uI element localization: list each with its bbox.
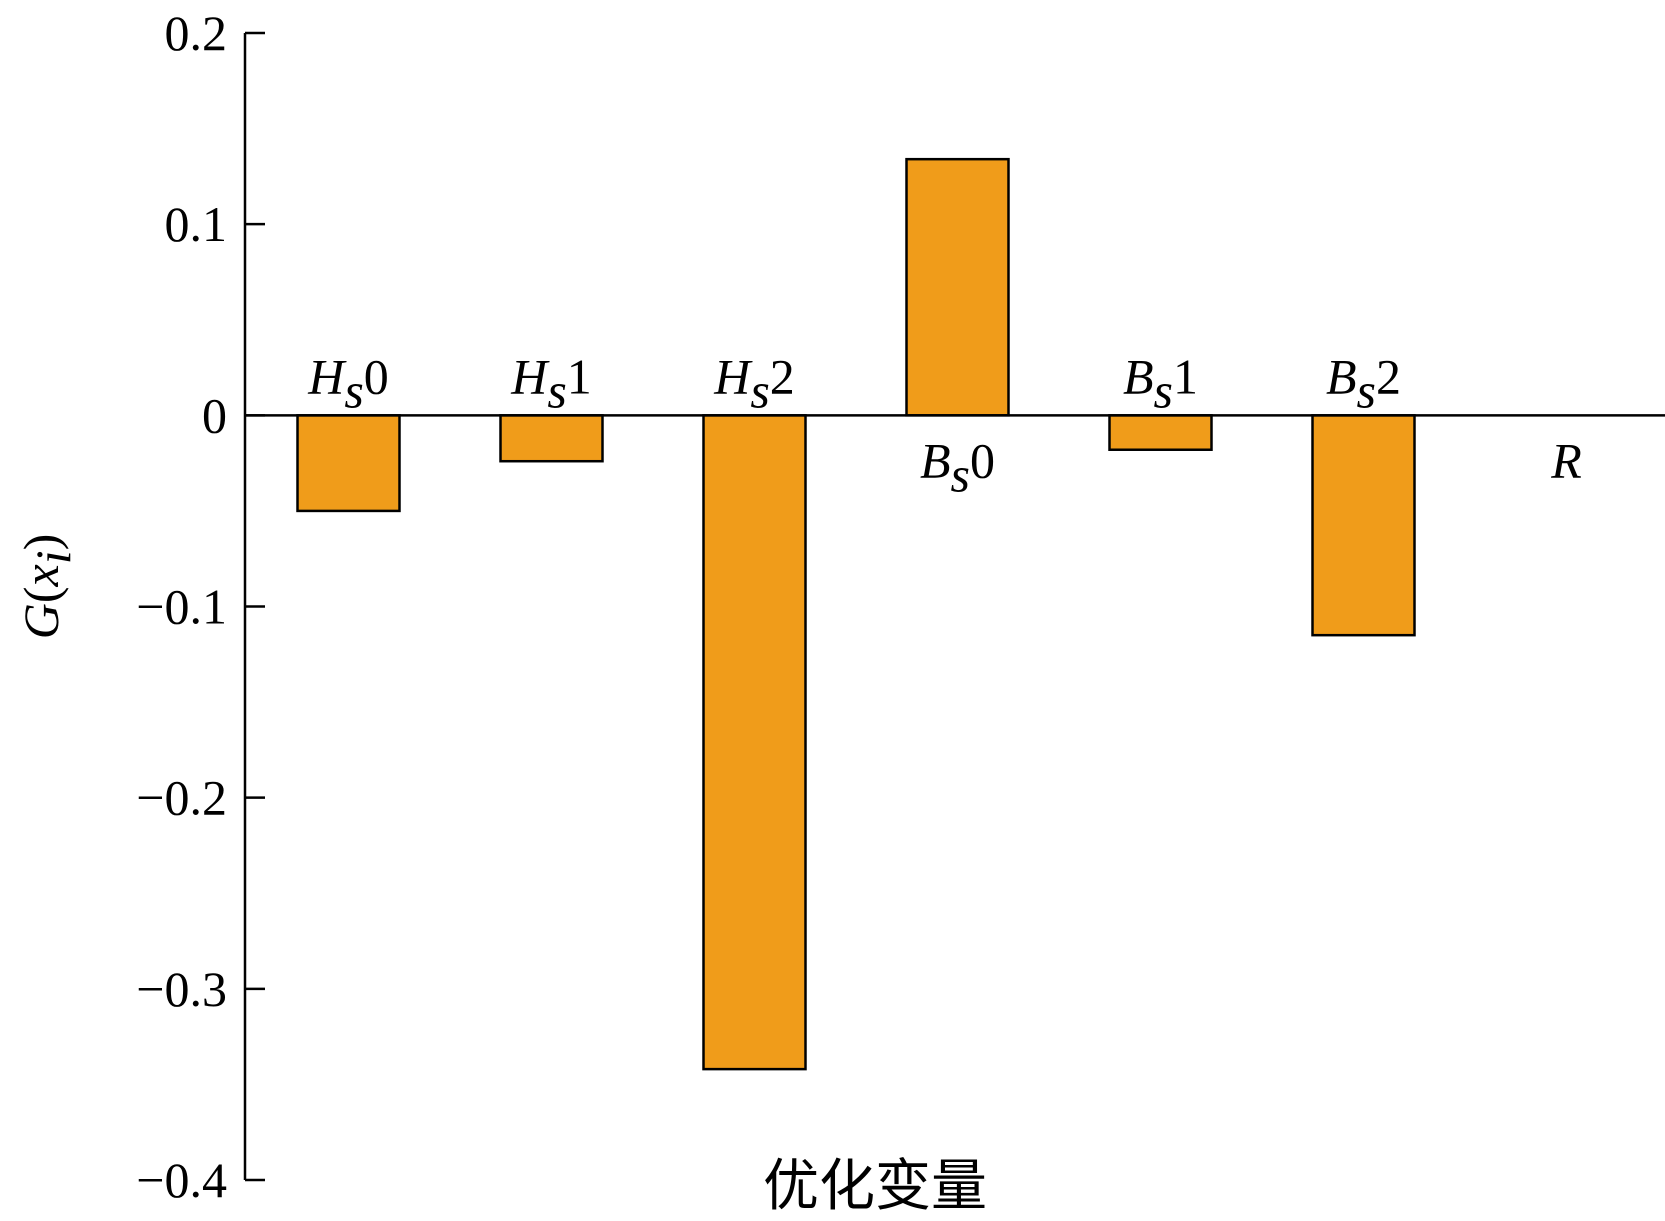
x-tick-label: R: [1550, 432, 1582, 488]
bar: [1108, 414, 1213, 451]
y-tick-label: 0.2: [165, 5, 228, 61]
y-tick-label: −0.1: [136, 579, 227, 635]
x-axis-label: 优化变量: [763, 1156, 987, 1218]
y-tick-label: 0: [202, 387, 227, 443]
x-tick-label: Bs2: [1326, 348, 1401, 418]
y-tick-label: −0.2: [136, 770, 227, 826]
x-tick-label: Hs2: [713, 348, 795, 418]
bar: [1311, 414, 1416, 637]
y-axis-label: G(xi): [13, 534, 81, 640]
x-tick-label: Hs0: [307, 348, 389, 418]
y-tick-label: −0.4: [136, 1152, 227, 1208]
x-tick-label: Bs1: [1123, 348, 1198, 418]
bar: [702, 414, 807, 1071]
bar: [499, 414, 604, 463]
bar: [296, 414, 401, 513]
x-tick-label: Hs1: [510, 348, 592, 418]
y-tick-label: −0.3: [136, 961, 227, 1017]
bar: [905, 157, 1010, 417]
x-tick-label: Bs0: [920, 432, 995, 502]
y-tick-label: 0.1: [165, 196, 228, 252]
